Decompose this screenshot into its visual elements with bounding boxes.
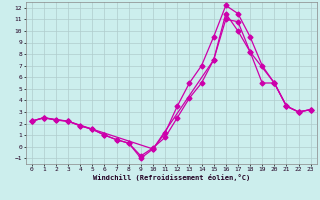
X-axis label: Windchill (Refroidissement éolien,°C): Windchill (Refroidissement éolien,°C) <box>92 174 250 181</box>
